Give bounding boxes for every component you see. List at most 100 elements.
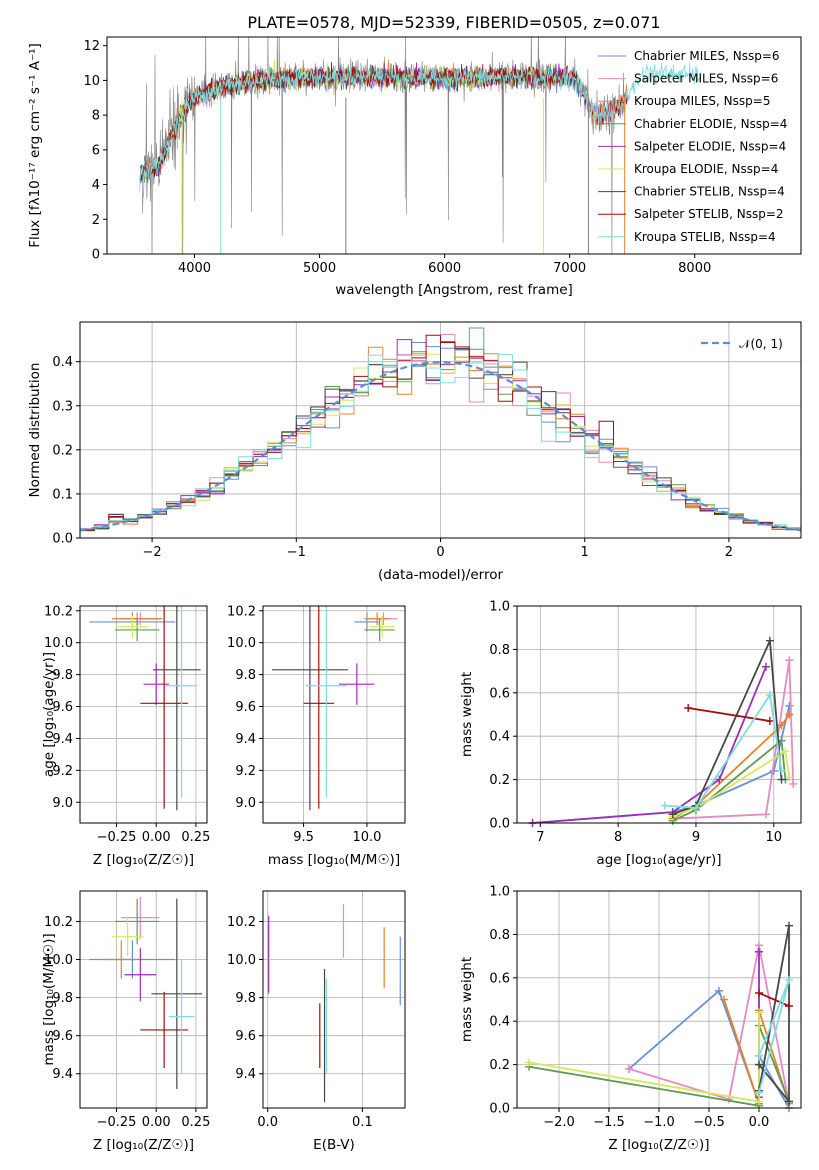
y-tick-label: 10.2 [227,915,256,930]
weight-marker [668,810,677,819]
weight-marker [755,1060,763,1069]
mass-weight-vs-Z-panel: −2.0 −1.5 −1.0 −0.5 0.0 0.0 0.2 0.4 0.6 0.8 1.0 Z [… [459,885,802,1153]
weight-line [664,692,783,809]
y-tick-label: 0.4 [52,355,73,370]
weight-marker [765,636,774,645]
x-tick-label: 9.5 [293,830,314,845]
legend-entry: Chabrier ELODIE, Nssp=4 [634,117,787,131]
x-tick-label: −1.0 [643,1115,675,1130]
gaussian-curve [79,360,802,532]
y-tick-label: 0.6 [489,971,510,986]
y-tick-label: 10.0 [44,953,73,968]
legend-entry: Salpeter MILES, Nssp=6 [634,72,778,86]
y-axis-label: mass weight [459,672,475,757]
weight-marker [715,986,723,995]
weight-marker [755,1008,763,1017]
y-tick-label: 0.0 [52,532,73,547]
x-tick-label: 4000 [178,261,211,276]
y-tick-label: 9.0 [235,796,256,811]
weight-marker [755,1088,763,1097]
y-tick-label: 0.0 [489,817,510,832]
spectrum-panel: 4000 5000 6000 7000 8000 0 2 4 6 8 10 12 PLATE=0578,… [27,13,802,298]
weight-marker [765,690,774,699]
x-axis-label: Z [log₁₀(Z/Z☉)] [93,852,194,868]
weight-marker [755,988,763,997]
weight-marker [765,717,774,726]
x-axis-label: Z [log₁₀(Z/Z☉)] [608,1137,709,1153]
weight-marker [785,656,794,665]
weight-line [688,707,771,722]
y-tick-label: 0.2 [489,1058,510,1073]
weight-marker [720,995,728,1004]
weight-marker [789,779,798,788]
weight-marker [761,810,770,819]
axes-frame [79,890,208,1109]
x-tick-label: 10.0 [352,830,381,845]
x-tick-label: 9 [692,830,700,845]
y-tick-label: 9.8 [52,991,73,1006]
legend-entry: Salpeter STELIB, Nssp=2 [634,207,784,221]
y-tick-label: 4 [92,178,100,193]
axes-frame [516,890,802,1109]
x-tick-label: 0.00 [142,830,171,845]
y-tick-label: 10.0 [227,953,256,968]
weight-marker [525,1058,533,1067]
axes-frame [262,890,406,1109]
y-tick-label: 9.4 [52,1067,73,1082]
x-tick-label: 1 [581,545,589,560]
y-tick-label: 10.2 [227,604,256,619]
y-tick-label: 10.2 [44,915,73,930]
y-tick-label: 0.4 [489,730,510,745]
axes-frame [106,36,802,255]
y-tick-label: 10 [83,74,100,89]
weight-marker [785,1097,793,1106]
y-tick-label: 2 [92,213,100,228]
legend-entry: Chabrier MILES, Nssp=6 [634,49,780,63]
age-vs-mass-panel: 9.5 10.0 9.0 9.2 9.4 9.6 9.8 10.0 10.2 mass [log₁… [227,604,406,868]
y-tick-label: 0.8 [489,928,510,943]
y-axis-label: mass [log₁₀(M/M☉)] [41,933,57,1065]
weight-line [672,660,795,820]
y-tick-label: 9.2 [235,764,256,779]
x-tick-label: 0.25 [181,830,210,845]
x-tick-label: 7 [536,830,544,845]
x-axis-label: mass [log₁₀(M/M☉)] [268,852,400,868]
weight-line [628,945,790,1104]
y-tick-label: 1.0 [489,885,510,900]
weight-line [672,640,783,816]
y-tick-label: 9.6 [235,1029,256,1044]
y-tick-label: 10.0 [44,636,73,651]
x-tick-label: 0.25 [181,1115,210,1130]
weight-marker [777,775,786,784]
y-tick-label: 9.8 [235,991,256,1006]
y-tick-label: 9.0 [52,796,73,811]
y-tick-label: 0 [92,248,100,263]
weight-marker [755,1097,763,1106]
y-tick-label: 0.8 [489,643,510,658]
x-tick-label: −2.0 [543,1115,575,1130]
x-tick-label: −1.5 [593,1115,625,1130]
y-tick-label: 0.6 [489,686,510,701]
histogram-series [80,354,801,530]
weight-marker [755,947,763,956]
weight-marker [785,773,794,782]
x-tick-label: 0.00 [142,1115,171,1130]
y-tick-label: 9.4 [235,1067,256,1082]
y-tick-label: 12 [83,39,100,54]
y-tick-label: 9.4 [52,732,73,747]
weight-marker [781,747,790,756]
weight-marker [761,662,770,671]
weight-marker [785,921,793,930]
axes-frame [79,605,208,824]
x-tick-label: −2 [143,545,162,560]
age-vs-Z-panel: −0.25 0.00 0.25 9.0 9.2 9.4 9.6 9.8 10.0 10.2 Z [l… [41,604,210,868]
y-tick-label: 9.8 [235,668,256,683]
x-axis-label: age [log₁₀(age/yr)] [596,852,721,868]
x-tick-label: 2 [725,545,733,560]
x-tick-label: −0.5 [693,1115,725,1130]
weight-marker [715,775,724,784]
y-tick-label: 9.6 [52,1029,73,1044]
x-tick-label: 0 [436,545,444,560]
x-tick-label: 5000 [303,261,336,276]
y-tick-label: 9.2 [52,764,73,779]
